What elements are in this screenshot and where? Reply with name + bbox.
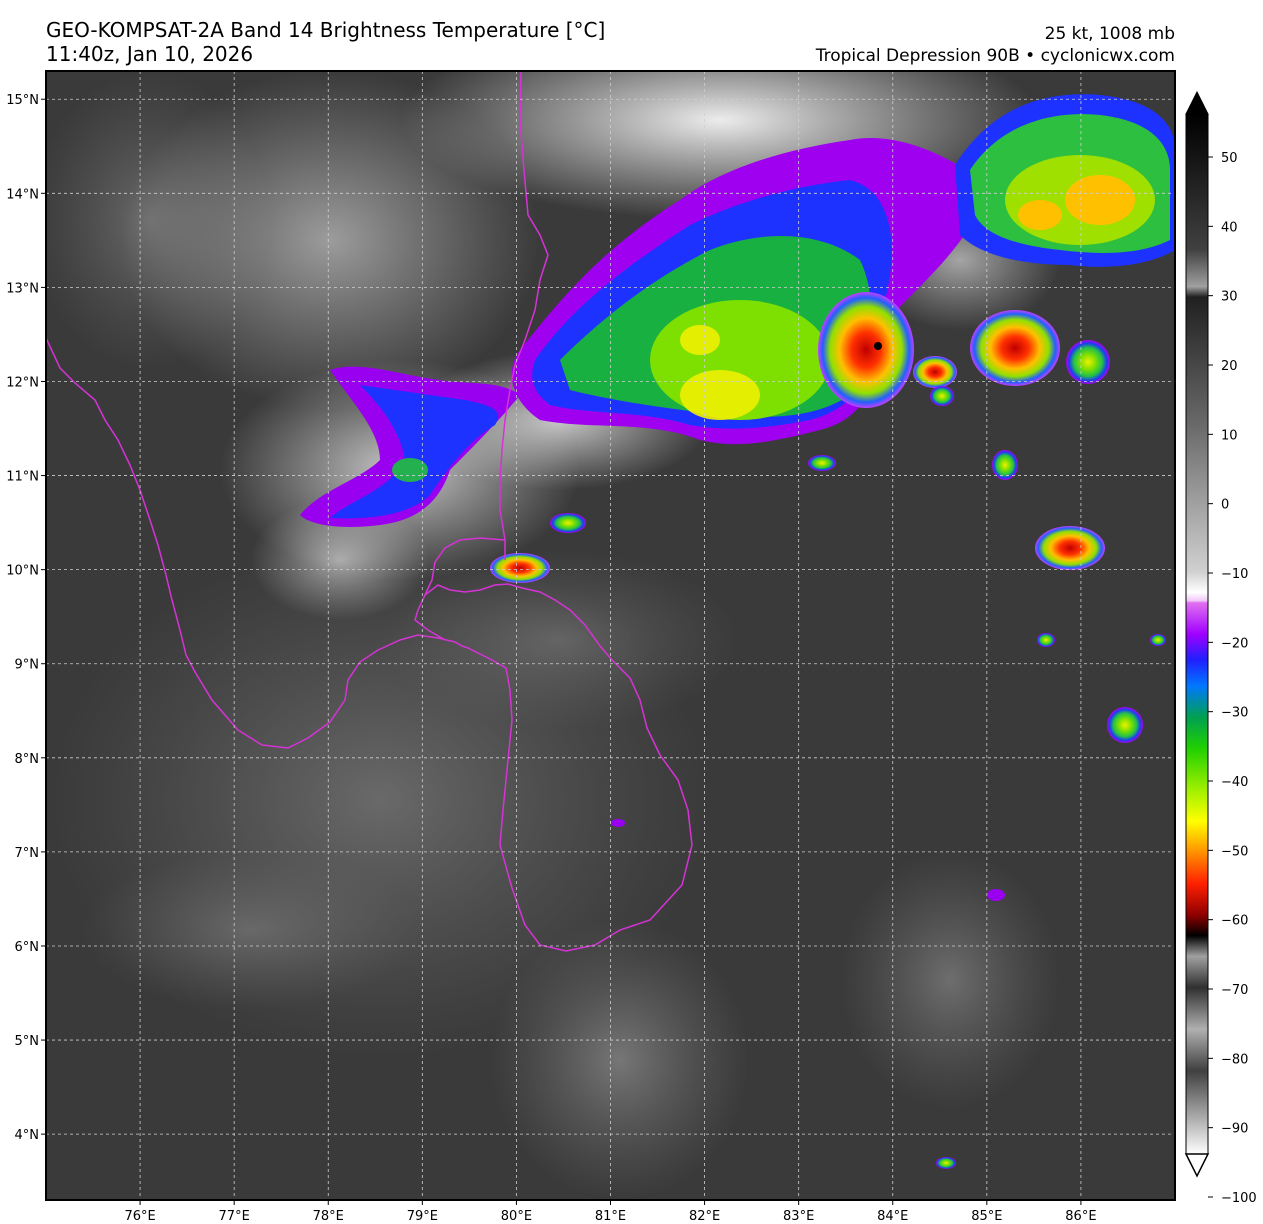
storm-name-credit: Tropical Depression 90B • cyclonicwx.com: [815, 46, 1175, 66]
lon-tick-label: 83°E: [783, 1209, 814, 1224]
lat-tick-label: 14°N: [6, 187, 39, 202]
colorbar-max-arrow: [1185, 90, 1209, 115]
lon-tick-label: 84°E: [877, 1209, 908, 1224]
lat-tick-label: 11°N: [6, 470, 39, 485]
colorbar-tick-label: −40: [1221, 775, 1248, 790]
colorbar-tick-label: −20: [1221, 636, 1248, 651]
colorbar-tick-label: −90: [1221, 1122, 1248, 1137]
colorbar-tick-label: −60: [1221, 914, 1248, 929]
lon-tick-label: 79°E: [407, 1209, 438, 1224]
coastline: [46, 71, 693, 952]
colorbar-tick-label: 20: [1221, 359, 1238, 374]
lat-tick-label: 9°N: [15, 658, 40, 673]
colorbar-tick-label: −50: [1221, 844, 1248, 859]
lat-tick-label: 10°N: [6, 564, 39, 579]
colorbar-tick-label: −10: [1221, 567, 1248, 582]
ir-imagery: [46, 71, 1175, 1200]
lat-tick-label: 13°N: [6, 281, 39, 296]
colorbar-min-arrow: [1184, 1153, 1210, 1178]
colorbar-tick-label: 30: [1221, 290, 1238, 305]
colorbar: 50 40 30 20 10 0 −10 −20 −30 −40 −50 −60 −70 −80 −90 −1…: [1184, 90, 1257, 1206]
colorbar-tick-label: −100: [1221, 1191, 1257, 1206]
lat-tick-label: 7°N: [15, 846, 40, 861]
map-timestamp: 11:40z, Jan 10, 2026: [46, 42, 254, 66]
lat-tick-label: 8°N: [15, 752, 40, 767]
colorbar-tick-label: 10: [1221, 428, 1238, 443]
longitude-axis: 76°E 77°E 78°E 79°E 80°E 81°E 82°E 83°E 84°E 85°E…: [124, 1200, 1097, 1224]
storm-intensity: 25 kt, 1008 mb: [1044, 24, 1175, 44]
colorbar-tick-label: 50: [1221, 151, 1238, 166]
lat-tick-label: 12°N: [6, 375, 39, 390]
colorbar-tick-label: 0: [1221, 498, 1229, 513]
lat-tick-label: 15°N: [6, 93, 39, 108]
lon-tick-label: 85°E: [971, 1209, 1002, 1224]
graticule: [46, 71, 1175, 1200]
lon-tick-label: 78°E: [313, 1209, 344, 1224]
lon-tick-label: 77°E: [219, 1209, 250, 1224]
colorbar-tick-label: −80: [1221, 1052, 1248, 1067]
lat-tick-label: 6°N: [15, 940, 40, 955]
lon-tick-label: 82°E: [689, 1209, 720, 1224]
map-title: GEO-KOMPSAT-2A Band 14 Brightness Temper…: [46, 18, 606, 42]
lon-tick-label: 81°E: [595, 1209, 626, 1224]
colorbar-tick-label: −30: [1221, 706, 1248, 721]
lat-tick-label: 4°N: [15, 1128, 40, 1143]
lat-tick-label: 5°N: [15, 1034, 40, 1049]
lon-tick-label: 80°E: [501, 1209, 532, 1224]
colorbar-tick-label: −70: [1221, 983, 1248, 998]
lon-tick-label: 76°E: [124, 1209, 155, 1224]
colorbar-tick-label: 40: [1221, 220, 1238, 235]
lon-tick-label: 86°E: [1065, 1209, 1096, 1224]
latitude-axis: 15°N 14°N 13°N 12°N 11°N 10°N 9°N 8°N 7°N 6°N 5°N 4…: [6, 93, 46, 1143]
